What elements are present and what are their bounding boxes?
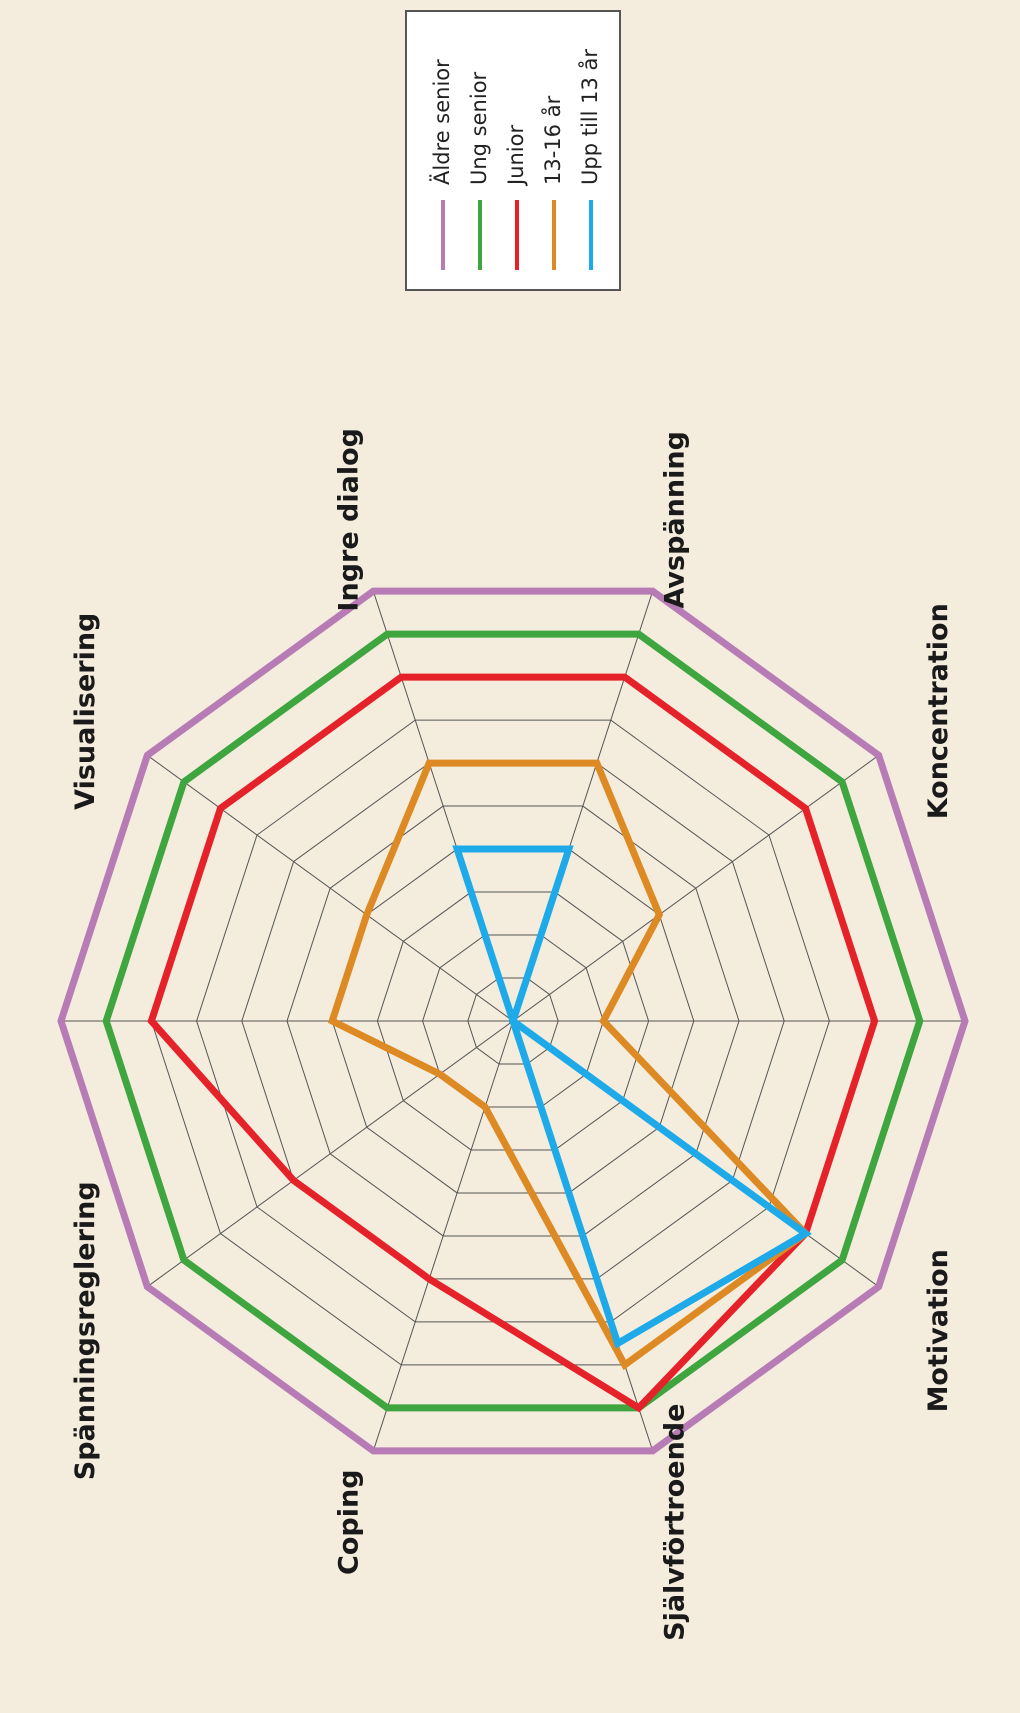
spoke bbox=[372, 1020, 514, 1452]
axis-label: Sätta mål bbox=[0, 948, 1, 1095]
legend-label: 13-16 år bbox=[540, 95, 565, 185]
spoke bbox=[147, 754, 514, 1022]
axis-label: Koncentration bbox=[923, 603, 954, 819]
series-line bbox=[102, 630, 924, 1412]
legend-label: Ung senior bbox=[467, 71, 491, 185]
legend-label: Upp till 13 år bbox=[577, 49, 602, 185]
legend-label: Junior bbox=[504, 125, 528, 187]
legend-label: Äldre senior bbox=[429, 59, 454, 185]
series-line bbox=[147, 673, 879, 1413]
axis-label: Spänningsreglering bbox=[70, 1181, 101, 1480]
axis-label: Avspänning bbox=[659, 431, 690, 608]
axis-label: Visualisering bbox=[70, 613, 101, 810]
series-line bbox=[57, 587, 969, 1455]
axis-label: Ingre dialog bbox=[334, 428, 365, 612]
axis-label: Självförtroende bbox=[659, 1404, 690, 1641]
spoke bbox=[147, 1020, 514, 1288]
series-line bbox=[327, 759, 811, 1371]
series-line bbox=[452, 845, 812, 1349]
spoke bbox=[512, 754, 879, 1022]
axis-label: Coping bbox=[334, 1469, 365, 1575]
legend: Äldre senior Ung senior Junior 13-16 år Upp … bbox=[405, 10, 621, 291]
axis-label: Motivation bbox=[923, 1249, 954, 1412]
